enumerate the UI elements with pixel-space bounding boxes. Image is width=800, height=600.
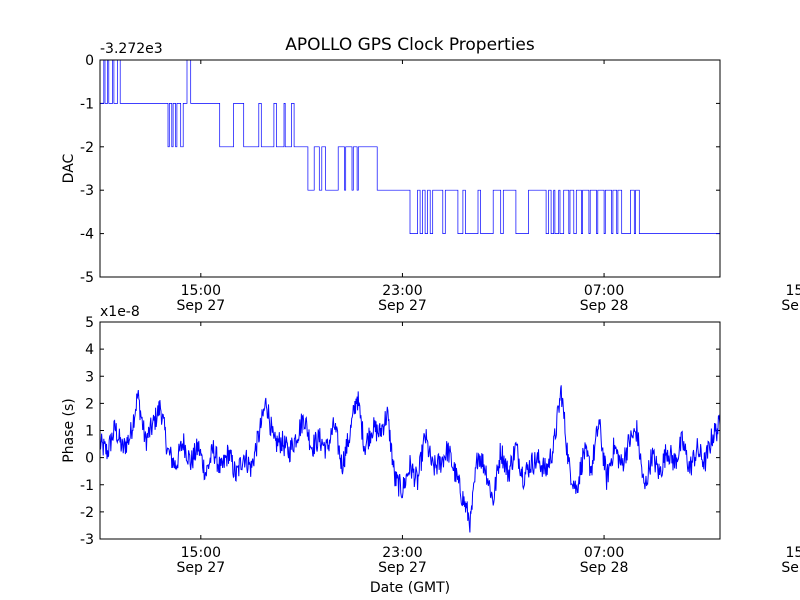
dac-y-tick-label: 0: [85, 53, 94, 69]
dac-y-tick-label: -1: [80, 96, 94, 112]
dac-offset-label: -3.272e3: [100, 41, 163, 57]
phase-x-tick-label: 15:00: [181, 545, 221, 561]
dac-series: [100, 60, 720, 234]
phase-y-tick-label: 1: [85, 424, 94, 440]
phase-x-tick-label: 23:00: [382, 545, 422, 561]
phase-y-tick-label: -1: [80, 478, 94, 494]
phase-x-tick-label: Sep 27: [176, 560, 225, 576]
phase-y-tick-label: 2: [85, 396, 94, 412]
phase-y-tick-label: -2: [80, 505, 94, 521]
phase-offset-label: x1e-8: [100, 304, 140, 320]
dac-y-ticks: 0 -1 -2 -3 -4 -5: [80, 53, 720, 286]
phase-plot-frame: [99, 321, 721, 540]
phase-x-tick-label: 07:00: [584, 545, 624, 561]
phase-y-tick-label: 0: [85, 451, 94, 467]
phase-y-tick-label: 5: [85, 315, 94, 331]
date-x-axis-label: Date (GMT): [370, 580, 450, 596]
phase-x-tick-label: Sep 28: [781, 560, 800, 576]
phase-y-tick-label: 4: [85, 342, 94, 358]
phase-panel: x1e-8 Phase (s) Date (GMT) 543210-1-2-3 …: [61, 304, 800, 596]
dac-y-tick-label: -4: [80, 227, 94, 243]
phase-x-tick-label: 15:00: [786, 545, 800, 561]
phase-y-axis-label: Phase (s): [61, 398, 77, 462]
dac-y-tick-label: -2: [80, 140, 94, 156]
phase-y-ticks: 5 4 3 2 1 0 -1 -2 -3: [80, 315, 720, 548]
phase-series-line: [100, 385, 720, 533]
dac-plot-frame: [99, 59, 721, 278]
phase-y-tick-label: 3: [85, 369, 94, 385]
phase-x-tick-label: Sep 28: [580, 560, 629, 576]
dac-x-tick-label: Sep 27: [176, 298, 225, 314]
phase-series: [100, 385, 720, 533]
phase-y-tick-label: -3: [80, 532, 94, 548]
chart-title: APOLLO GPS Clock Properties: [285, 35, 535, 55]
dac-x-tick-label: 23:00: [382, 283, 422, 299]
dac-x-tick-label: 07:00: [584, 283, 624, 299]
dac-x-tick-label: Sep 28: [580, 298, 629, 314]
dac-y-tick-label: -3: [80, 183, 94, 199]
dac-x-tick-label: 15:00: [786, 283, 800, 299]
dac-x-tick-label: Sep 27: [378, 298, 427, 314]
dac-y-axis-label: DAC: [61, 153, 77, 183]
dac-series-line: [100, 60, 720, 234]
phase-x-tick-label: Sep 27: [378, 560, 427, 576]
dac-y-tick-label: -5: [80, 270, 94, 286]
dac-x-tick-label: Sep 28: [781, 298, 800, 314]
dac-x-tick-label: 15:00: [181, 283, 221, 299]
